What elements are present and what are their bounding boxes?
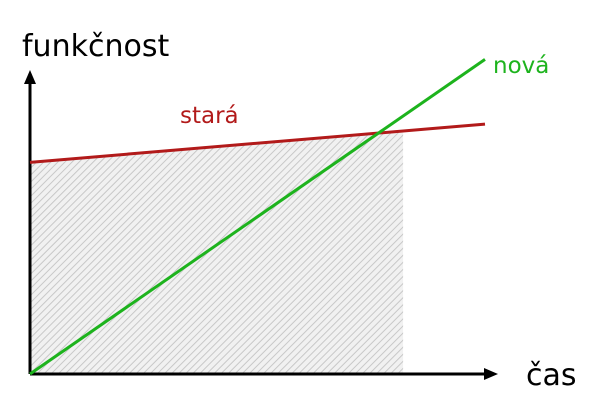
series-line-nova [29, 58, 486, 376]
series-label-nova: nová [493, 53, 549, 79]
y-axis-arrow [24, 70, 36, 84]
x-axis-arrow [484, 368, 498, 380]
series-line-stara [29, 122, 486, 164]
y-axis-title: funkčnost [22, 29, 169, 64]
x-axis-title: čas [526, 358, 577, 393]
axes [24, 70, 498, 380]
series-label-stara: stará [180, 103, 239, 129]
shaded-region [30, 130, 404, 374]
